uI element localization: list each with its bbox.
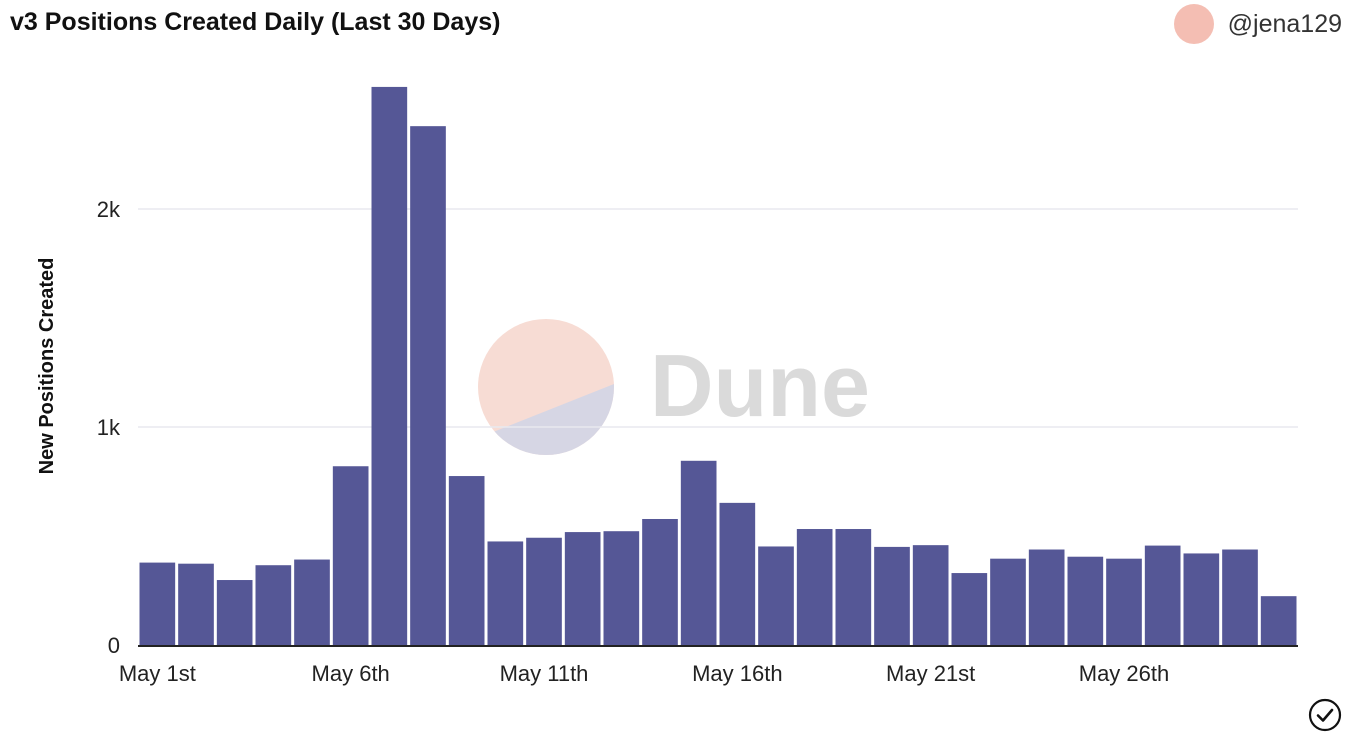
author-badge[interactable]: @jena129 (1173, 4, 1342, 44)
y-tick-label: 0 (108, 633, 120, 658)
bar[interactable] (603, 531, 640, 645)
x-tick-label: May 11th (500, 661, 589, 686)
watermark-text: Dune (650, 336, 870, 435)
bar[interactable] (178, 563, 214, 645)
bar[interactable] (951, 573, 988, 645)
bar[interactable] (1222, 549, 1258, 645)
bar[interactable] (912, 545, 949, 645)
bar[interactable] (255, 565, 292, 645)
avatar (1173, 4, 1214, 44)
bar[interactable] (216, 580, 253, 645)
y-tick-label: 1k (97, 415, 121, 440)
x-tick-label: May 26th (1079, 661, 1170, 686)
bar[interactable] (990, 558, 1026, 645)
bar[interactable] (1144, 545, 1181, 645)
x-tick-label: May 6th (312, 661, 390, 686)
bar[interactable] (139, 562, 176, 645)
author-name[interactable]: @jena129 (1227, 9, 1342, 38)
bar[interactable] (874, 546, 910, 645)
check-circle-icon[interactable] (1308, 698, 1342, 732)
y-axis-label: New Positions Created (36, 258, 58, 475)
bar[interactable] (294, 559, 330, 645)
bar[interactable] (758, 546, 794, 645)
bar[interactable] (1028, 549, 1065, 645)
bar[interactable] (526, 537, 562, 645)
bar[interactable] (680, 460, 717, 645)
dune-watermark: Dune (478, 319, 870, 455)
chart-title: v3 Positions Created Daily (Last 30 Days… (10, 8, 501, 36)
bar[interactable] (487, 541, 524, 645)
bar[interactable] (796, 529, 833, 645)
bar[interactable] (1106, 558, 1142, 645)
bar[interactable] (719, 502, 756, 645)
bar[interactable] (564, 532, 601, 645)
gridlines (138, 208, 1298, 428)
y-tick-label: 2k (97, 197, 121, 222)
bar[interactable] (410, 126, 446, 645)
bar[interactable] (1183, 553, 1220, 645)
bar[interactable] (835, 529, 872, 645)
bar[interactable] (332, 466, 369, 645)
x-tick-label: May 1st (119, 661, 196, 686)
bar[interactable] (371, 86, 408, 646)
bars (139, 86, 1297, 646)
bar[interactable] (1067, 556, 1104, 645)
bar[interactable] (642, 518, 678, 645)
x-tick-label: May 21st (886, 661, 975, 686)
x-tick-label: May 16th (692, 661, 783, 686)
axes: 0 1k 2k May 1st May 6th May 11th May 16th May 2… (97, 197, 1298, 686)
bar[interactable] (448, 476, 485, 645)
bar[interactable] (1260, 596, 1297, 645)
